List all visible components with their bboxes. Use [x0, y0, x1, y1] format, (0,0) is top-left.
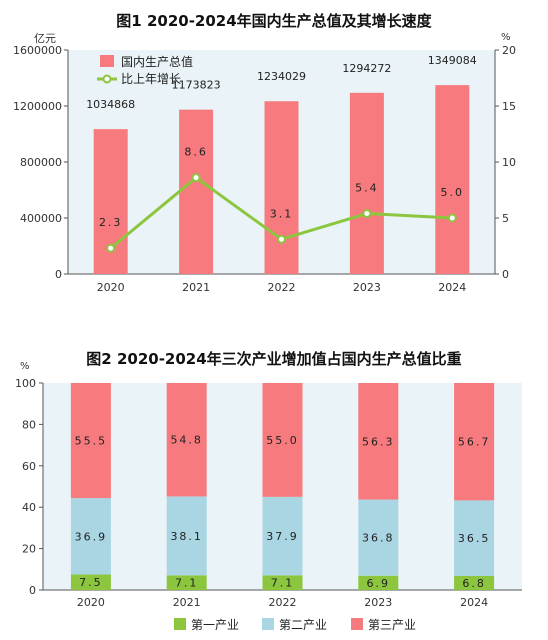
x-tick-label: 2020: [97, 281, 125, 294]
share-value-label: 56.7: [458, 436, 491, 449]
x-tick-label: 2022: [269, 596, 297, 609]
legend-label: 第二产业: [279, 618, 327, 632]
share-value-label: 38.1: [170, 530, 203, 543]
growth-value-label: 8.6: [184, 146, 208, 159]
share-value-label: 7.5: [79, 576, 103, 589]
share-value-label: 55.0: [266, 434, 299, 447]
share-bar-segment: [70, 498, 111, 575]
growth-point: [191, 173, 201, 183]
y-tick-label: 0: [29, 584, 36, 597]
gdp-value-label: 1173823: [172, 79, 221, 92]
gdp-value-label: 1294272: [342, 62, 391, 75]
growth-point: [106, 243, 116, 253]
gdp-value-label: 1349084: [428, 54, 477, 67]
chart1-title: 图1 2020-2024年国内生产总值及其增长速度: [116, 12, 432, 30]
share-value-label: 36.5: [458, 532, 491, 545]
gdp-bar: [349, 92, 384, 275]
legend-gdp-label: 国内生产总值: [121, 54, 193, 69]
share-bar-segment: [358, 575, 399, 590]
share-value-label: 7.1: [271, 577, 295, 590]
growth-value-label: 2.3: [99, 216, 123, 229]
y-tick-label: 20: [22, 543, 36, 556]
share-bar-segment: [166, 575, 207, 590]
legend-growth-marker: [102, 74, 112, 84]
gdp-bar: [264, 101, 299, 275]
growth-value-label: 5.0: [441, 186, 465, 199]
gdp-bar: [179, 109, 214, 274]
share-bar-segment: [166, 383, 207, 497]
gdp-value-label: 1234029: [257, 70, 306, 83]
share-bar-segment: [358, 383, 399, 500]
x-tick-label: 2021: [173, 596, 201, 609]
growth-point: [362, 209, 372, 219]
y-axis-unit: %: [20, 361, 30, 372]
left-tick-label: 1600000: [13, 44, 62, 57]
share-value-label: 37.9: [266, 530, 299, 543]
left-tick-label: 0: [55, 268, 62, 281]
share-bar-segment: [70, 383, 111, 499]
legend-label: 第三产业: [368, 618, 416, 632]
x-tick-label: 2020: [77, 596, 105, 609]
right-tick-label: 5: [502, 212, 509, 225]
y-tick-label: 80: [22, 418, 36, 431]
legend-swatch: [262, 618, 274, 630]
gdp-value-label: 1034868: [86, 98, 135, 111]
x-tick-label: 2023: [353, 281, 381, 294]
x-tick-label: 2024: [438, 281, 466, 294]
right-axis-unit: %: [501, 32, 511, 43]
right-tick-label: 20: [502, 44, 516, 57]
share-bar-segment: [166, 496, 207, 576]
share-value-label: 36.9: [75, 530, 108, 543]
chart2-title: 图2 2020-2024年三次产业增加值占国内生产总值比重: [86, 350, 462, 368]
legend-growth-label: 比上年增长: [121, 72, 181, 86]
share-bar-segment: [454, 383, 495, 501]
legend-label: 第一产业: [191, 618, 239, 632]
y-tick-label: 40: [22, 501, 36, 514]
x-tick-label: 2022: [268, 281, 296, 294]
legend-swatch: [174, 618, 186, 630]
share-value-label: 56.3: [362, 435, 395, 448]
x-tick-label: 2024: [460, 596, 488, 609]
y-tick-label: 60: [22, 460, 36, 473]
share-value-label: 55.5: [75, 435, 108, 448]
gdp-growth-chart: 0 400000 800000 1200000 1600000 0 5 10 15 20 亿元 % 10…: [13, 32, 516, 294]
growth-point: [447, 213, 457, 223]
right-tick-label: 10: [502, 156, 516, 169]
left-axis-unit: 亿元: [34, 32, 56, 45]
share-bar-segment: [262, 496, 303, 576]
left-tick-label: 800000: [20, 156, 62, 169]
share-value-label: 36.8: [362, 532, 395, 545]
share-bar-segment: [454, 575, 495, 590]
growth-value-label: 5.4: [355, 182, 379, 195]
gdp-bar: [435, 85, 470, 275]
share-value-label: 6.8: [462, 577, 486, 590]
growth-point: [277, 234, 286, 244]
share-bar-segment: [262, 383, 303, 497]
left-tick-label: 400000: [20, 212, 62, 225]
growth-value-label: 3.1: [270, 207, 294, 220]
share-value-label: 7.1: [175, 577, 199, 590]
share-bar-segment: [70, 574, 111, 590]
share-bar-segment: [262, 575, 303, 590]
share-value-label: 54.8: [170, 434, 203, 447]
share-bar-segment: [454, 500, 495, 576]
left-tick-label: 1200000: [13, 100, 62, 113]
share-value-label: 6.9: [367, 577, 391, 590]
legend-swatch: [351, 618, 363, 630]
right-tick-label: 0: [502, 268, 509, 281]
x-tick-label: 2023: [364, 596, 392, 609]
y-tick-label: 100: [15, 377, 36, 390]
share-bar-segment: [358, 499, 399, 576]
x-tick-label: 2021: [182, 281, 210, 294]
legend-gdp-swatch: [100, 55, 114, 67]
right-tick-label: 15: [502, 100, 516, 113]
